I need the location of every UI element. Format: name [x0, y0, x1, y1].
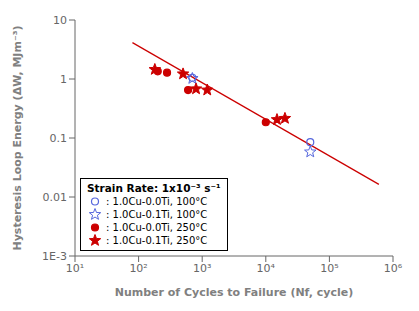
svg-text:1: 1	[60, 73, 67, 86]
svg-text:10⁶: 10⁶	[384, 262, 403, 275]
svg-text:10⁴: 10⁴	[257, 262, 276, 275]
svg-text:10³: 10³	[193, 262, 211, 275]
svg-text:1E-3: 1E-3	[42, 250, 67, 263]
html-text:: 1.0Cu-0.0Ti, 250°C: : 1.0Cu-0.0Ti, 250°C	[106, 222, 208, 233]
svg-text:10: 10	[53, 14, 67, 27]
svg-text:Hysteresis Loop Energy (ΔW, MJ: Hysteresis Loop Energy (ΔW, MJm⁻³)	[11, 25, 24, 250]
svg-text:10⁵: 10⁵	[320, 262, 338, 275]
html-text:: 1.0Cu-0.1Ti, 100°C: : 1.0Cu-0.1Ti, 100°C	[106, 209, 208, 220]
svg-text:0.1: 0.1	[50, 132, 68, 145]
html-text:Strain Rate: 1x10⁻³ s⁻¹: Strain Rate: 1x10⁻³ s⁻¹	[87, 182, 221, 194]
svg-text:10¹: 10¹	[66, 262, 84, 275]
svg-text:10²: 10²	[129, 262, 147, 275]
svg-text:0.01: 0.01	[43, 191, 68, 204]
html-text:: 1.0Cu-0.1Ti, 250°C: : 1.0Cu-0.1Ti, 250°C	[106, 235, 208, 246]
svg-text:Number of Cycles to Failure (N: Number of Cycles to Failure (Nf, cycle)	[115, 286, 354, 299]
html-text:: 1.0Cu-0.0Ti, 100°C: : 1.0Cu-0.0Ti, 100°C	[106, 196, 208, 207]
